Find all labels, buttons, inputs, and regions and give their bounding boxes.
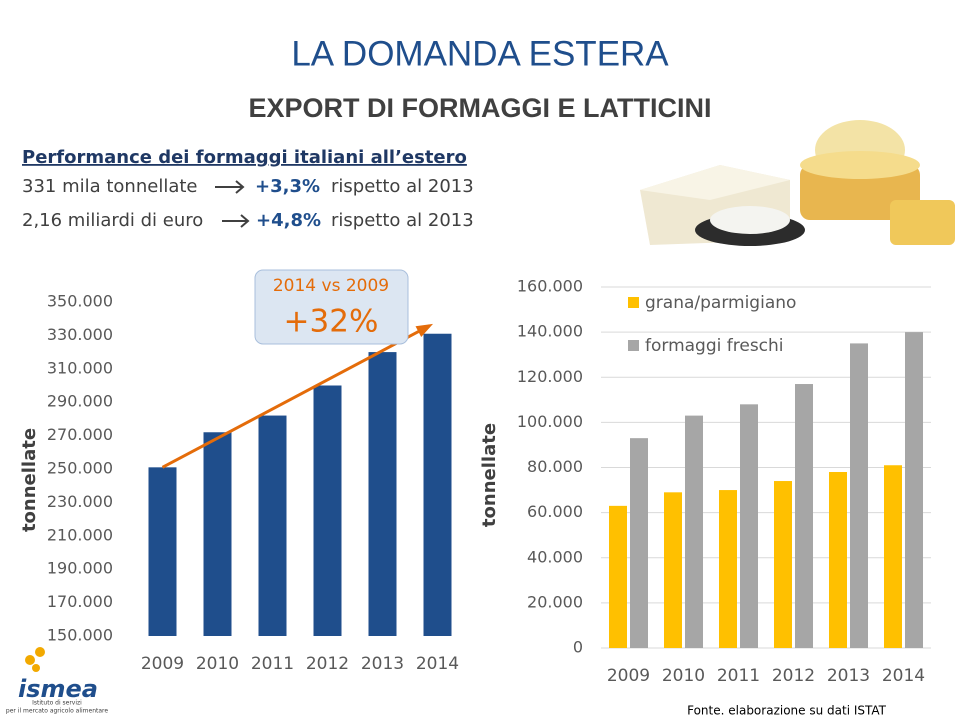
x-tick-label: 2014 <box>416 654 459 674</box>
bar <box>905 332 923 648</box>
y-tick-label: 20.000 <box>527 592 583 611</box>
x-tick-label: 2009 <box>141 654 184 674</box>
y-tick-label: 350.000 <box>47 292 113 311</box>
bar <box>148 467 177 636</box>
y-tick-label: 230.000 <box>47 492 113 511</box>
bar <box>850 343 868 648</box>
y-tick-label: 160.000 <box>517 277 583 296</box>
x-tick-label: 2013 <box>827 666 870 686</box>
summary-change: +3,3% <box>255 176 320 197</box>
y-tick-label: 80.000 <box>527 457 583 476</box>
bar <box>368 352 397 636</box>
bar <box>829 472 847 648</box>
x-tick-label: 2010 <box>196 654 239 674</box>
arrow-icon <box>222 214 250 228</box>
x-tick-label: 2013 <box>361 654 404 674</box>
bar <box>609 505 627 648</box>
x-tick-label: 2012 <box>772 666 815 686</box>
bar <box>884 465 902 648</box>
bar <box>313 385 342 636</box>
summary-heading: Performance dei formaggi italiani all’es… <box>22 147 467 168</box>
legend-label: grana/parmigiano <box>645 293 796 313</box>
y-tick-label: 150.000 <box>47 626 113 645</box>
logo-caption: per il mercato agricolo alimentare <box>6 708 108 715</box>
slide-title: LA DOMANDA ESTERA <box>291 34 669 73</box>
y-tick-label: 190.000 <box>47 559 113 578</box>
bar <box>423 333 452 636</box>
source-note: Fonte. elaborazione su dati ISTAT <box>687 704 887 718</box>
bar <box>719 490 737 648</box>
y-tick-label: 330.000 <box>47 325 113 344</box>
y-tick-label: 250.000 <box>47 459 113 478</box>
x-tick-label: 2014 <box>882 666 925 686</box>
trend-arrow <box>161 324 431 469</box>
y-axis-label: tonnellate <box>19 428 40 532</box>
logo-text: ismea <box>18 675 98 703</box>
legend-label: formaggi freschi <box>645 336 784 356</box>
annotation-box <box>254 269 409 345</box>
bar <box>740 404 758 648</box>
ismea-logo: ismea Istituto di servizi per il mercato… <box>6 647 108 715</box>
annotation-change: +32% <box>284 304 379 340</box>
y-tick-label: 270.000 <box>47 425 113 444</box>
x-tick-label: 2011 <box>717 666 760 686</box>
trend-arrow-head <box>415 323 434 338</box>
summary-change: +4,8% <box>256 210 321 231</box>
y-tick-label: 310.000 <box>47 358 113 377</box>
summary-reference: rispetto al 2013 <box>331 210 474 231</box>
bar <box>685 415 703 648</box>
y-tick-label: 120.000 <box>517 367 583 386</box>
y-tick-label: 60.000 <box>527 502 583 521</box>
annotation-label: 2014 vs 2009 <box>273 276 389 296</box>
y-tick-label: 210.000 <box>47 525 113 544</box>
x-tick-label: 2009 <box>607 666 650 686</box>
cheese-image <box>640 120 955 246</box>
summary-amount: 331 mila tonnellate <box>22 176 198 197</box>
y-tick-label: 100.000 <box>517 412 583 431</box>
y-tick-label: 40.000 <box>527 547 583 566</box>
y-axis-label: tonnellate <box>479 423 500 527</box>
bar <box>795 384 813 648</box>
y-tick-label: 0 <box>573 638 583 657</box>
bar <box>630 438 648 648</box>
bar <box>774 481 792 648</box>
y-tick-label: 290.000 <box>47 392 113 411</box>
summary-amount: 2,16 miliardi di euro <box>22 210 203 231</box>
summary-reference: rispetto al 2013 <box>331 176 474 197</box>
x-tick-label: 2011 <box>251 654 294 674</box>
bar <box>203 432 232 636</box>
y-tick-label: 140.000 <box>517 322 583 341</box>
bar <box>258 415 287 636</box>
logo-caption: Istituto di servizi <box>32 700 82 707</box>
x-tick-label: 2010 <box>662 666 705 686</box>
slide-subtitle: EXPORT DI FORMAGGI E LATTICINI <box>249 93 712 123</box>
x-tick-label: 2012 <box>306 654 349 674</box>
arrow-icon <box>215 180 245 194</box>
y-tick-label: 170.000 <box>47 592 113 611</box>
bar <box>664 492 682 648</box>
legend-swatch <box>628 297 639 308</box>
legend-swatch <box>628 340 639 351</box>
